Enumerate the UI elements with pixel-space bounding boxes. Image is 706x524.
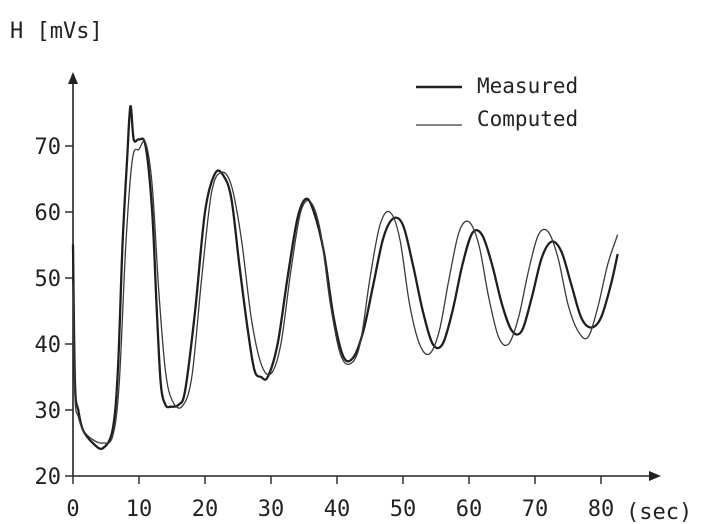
series-computed-line — [72, 140, 619, 444]
y-tick-label: 30 — [35, 399, 62, 424]
series-layer — [71, 105, 619, 450]
series-measured-line — [71, 105, 619, 450]
legend-measured-label: Measured — [477, 74, 578, 98]
legend: Measured Computed — [416, 74, 578, 131]
x-tick-label: 0 — [66, 497, 79, 522]
x-tick-label: 60 — [456, 497, 483, 522]
x-tick-label: 80 — [588, 497, 615, 522]
y-tick-label: 60 — [35, 201, 62, 226]
x-tick-label: 40 — [324, 497, 351, 522]
legend-computed-label: Computed — [477, 107, 578, 131]
y-axis-arrow — [68, 72, 78, 84]
x-tick-label: 10 — [126, 497, 153, 522]
y-tick-label: 40 — [35, 333, 62, 358]
y-axis-title: H [mVs] — [10, 19, 103, 44]
y-tick-label: 50 — [35, 267, 62, 292]
x-axis-title: (sec) — [626, 500, 692, 524]
axes: 20 30 40 50 60 70 0 10 20 30 40 50 60 70 80 — [35, 72, 661, 522]
x-tick-label: 50 — [390, 497, 417, 522]
x-axis-arrow — [649, 471, 661, 481]
x-tick-label: 70 — [522, 497, 549, 522]
x-tick-label: 30 — [258, 497, 285, 522]
x-tick-label: 20 — [192, 497, 219, 522]
y-tick-label: 20 — [35, 465, 62, 490]
y-tick-label: 70 — [35, 135, 62, 160]
